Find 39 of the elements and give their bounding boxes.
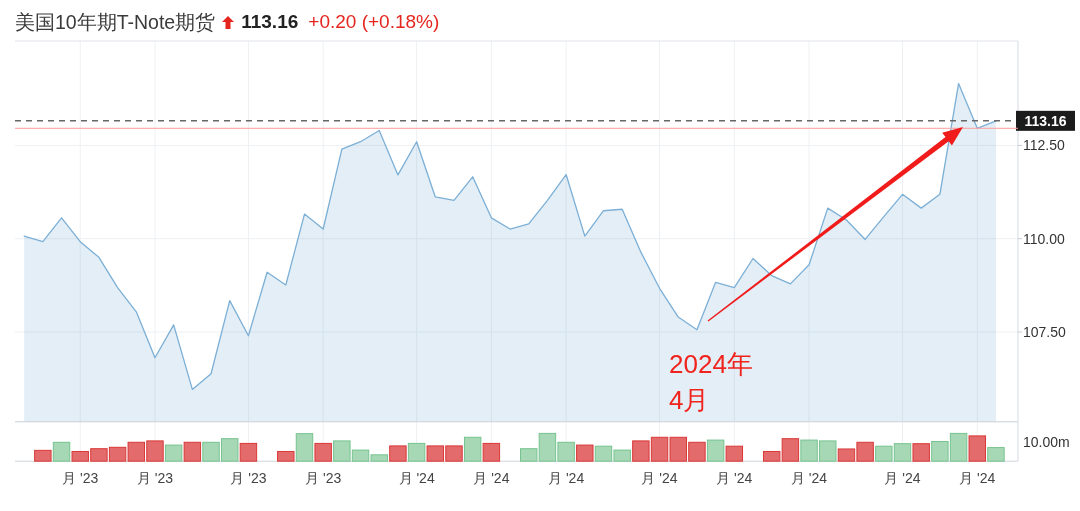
bar: [239, 442, 258, 462]
x-tick-label: 月 '24: [398, 469, 435, 486]
x-tick-label: 月 '24: [641, 469, 678, 486]
x-tick-label: 月 '23: [230, 469, 267, 486]
bar: [52, 441, 71, 462]
bar: [987, 446, 1005, 462]
bar: [725, 445, 744, 462]
x-tick-label: 月 '24: [548, 469, 585, 486]
x-tick-label: 月 '24: [790, 469, 828, 486]
chart-subtitle: 113.16: [241, 11, 299, 33]
bar: [482, 442, 501, 462]
bar: [706, 439, 725, 462]
x-tick-label: 月 '24: [959, 469, 996, 486]
text: 10.00m: [1023, 433, 1070, 449]
bar: [164, 444, 183, 462]
bar: [576, 444, 594, 462]
x-tick-label: 月 '24: [884, 469, 921, 486]
chart-title: 美国10年期T-Note期货: [15, 9, 216, 35]
y-tick-label: 107.50: [1023, 323, 1067, 340]
bar: [295, 432, 314, 462]
bar: [34, 449, 52, 462]
x-tick-label: 月 '23: [136, 469, 174, 486]
bar: [912, 442, 930, 462]
bar: [968, 434, 986, 462]
bar: [277, 450, 295, 462]
annotation: 2024年 4月: [669, 349, 753, 415]
y-tick-label: 110.00: [1023, 230, 1065, 247]
bar: [183, 441, 202, 462]
text: +0.20 (+0.18%): [308, 11, 440, 33]
ref-line-label: 113.16: [1024, 112, 1067, 129]
x-tick-label: 月 '24: [473, 469, 510, 486]
x-tick-label: 月 '24: [716, 469, 753, 486]
bar: [314, 442, 332, 462]
y-tick-label: 112.50: [1023, 137, 1065, 154]
bar: [389, 444, 407, 462]
bar: [407, 442, 426, 462]
bar: [463, 436, 482, 462]
x-tick-label: 月 '23: [62, 469, 99, 486]
x-tick-label: 月 '23: [305, 469, 342, 486]
